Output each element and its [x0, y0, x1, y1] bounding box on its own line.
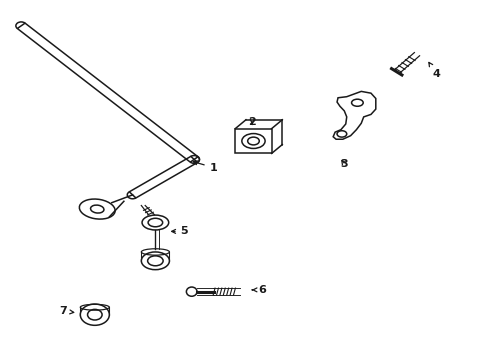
Bar	[235, 129, 271, 153]
Text: 4: 4	[429, 62, 441, 79]
Text: 5: 5	[172, 226, 188, 237]
Text: 7: 7	[59, 306, 74, 316]
Text: 2: 2	[248, 117, 256, 126]
Text: 6: 6	[252, 285, 266, 295]
Text: 3: 3	[341, 159, 348, 169]
Text: 1: 1	[193, 161, 218, 172]
